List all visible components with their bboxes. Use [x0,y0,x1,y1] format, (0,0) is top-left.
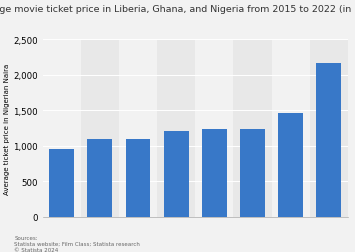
Bar [164,131,189,217]
Bar [310,40,348,217]
Bar [202,129,227,217]
Bar [126,139,151,217]
Bar [234,40,272,217]
Bar [119,40,157,217]
Text: Average movie ticket price in Liberia, Ghana, and Nigeria from 2015 to 2022 (in : Average movie ticket price in Liberia, G… [0,5,355,14]
Bar [316,63,341,217]
Bar [278,114,303,217]
Bar [195,40,234,217]
Bar [240,129,265,217]
Y-axis label: Average ticket price in Nigerian Naira: Average ticket price in Nigerian Naira [4,63,10,194]
Bar [272,40,310,217]
Bar [49,150,74,217]
Bar [43,40,81,217]
Bar [87,139,112,217]
Text: Sources:
Statista website; Film Class; Statista research
© Statista 2024: Sources: Statista website; Film Class; S… [14,235,140,252]
Bar [157,40,195,217]
Bar [81,40,119,217]
